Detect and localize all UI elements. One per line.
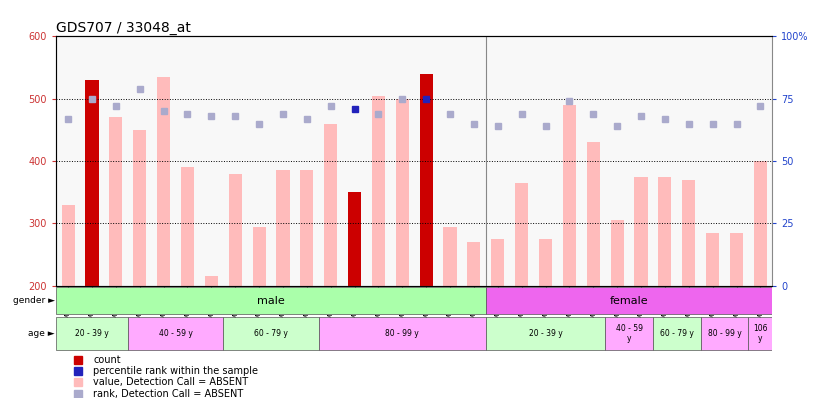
Text: 80 - 99 y: 80 - 99 y [708,329,742,338]
Text: 80 - 99 y: 80 - 99 y [386,329,419,338]
Bar [348,192,361,286]
Bar [748,317,772,350]
Bar [324,124,337,286]
Bar [653,317,700,350]
Bar [586,143,600,286]
Bar [610,220,624,286]
Bar [682,180,695,286]
Bar [372,96,385,286]
Text: 40 - 59
y: 40 - 59 y [615,324,643,343]
Bar [700,317,748,350]
Bar [56,287,486,314]
Text: GDS707 / 33048_at: GDS707 / 33048_at [56,21,191,35]
Text: rank, Detection Call = ABSENT: rank, Detection Call = ABSENT [93,389,244,399]
Bar [109,117,122,286]
Bar [253,226,266,286]
Bar [515,183,528,286]
Bar [491,239,505,286]
Bar [706,233,719,286]
Text: male: male [257,296,285,305]
Bar [539,239,552,286]
Bar [468,242,481,286]
Bar [730,233,743,286]
Text: 60 - 79 y: 60 - 79 y [660,329,694,338]
Bar [486,317,605,350]
Text: 60 - 79 y: 60 - 79 y [254,329,288,338]
Bar [229,174,242,286]
Bar [444,226,457,286]
Bar [486,287,772,314]
Bar [62,205,74,286]
Text: 40 - 59 y: 40 - 59 y [159,329,192,338]
Text: age ►: age ► [28,329,55,338]
Text: female: female [610,296,648,305]
Bar [128,317,223,350]
Text: 106
y: 106 y [753,324,767,343]
Bar [56,317,128,350]
Bar [85,80,98,286]
Bar [319,317,486,350]
Text: value, Detection Call = ABSENT: value, Detection Call = ABSENT [93,377,249,388]
Text: 20 - 39 y: 20 - 39 y [529,329,563,338]
Bar [754,161,767,286]
Bar [301,171,313,286]
Bar [157,77,170,286]
Text: gender ►: gender ► [13,296,55,305]
Bar [658,177,672,286]
Bar [420,74,433,286]
Text: percentile rank within the sample: percentile rank within the sample [93,366,259,376]
Text: 20 - 39 y: 20 - 39 y [75,329,109,338]
Bar [634,177,648,286]
Bar [181,167,194,286]
Bar [605,317,653,350]
Bar [396,99,409,286]
Bar [223,317,319,350]
Bar [133,130,146,286]
Bar [205,277,218,286]
Bar [563,105,576,286]
Bar [277,171,289,286]
Text: count: count [93,355,121,365]
